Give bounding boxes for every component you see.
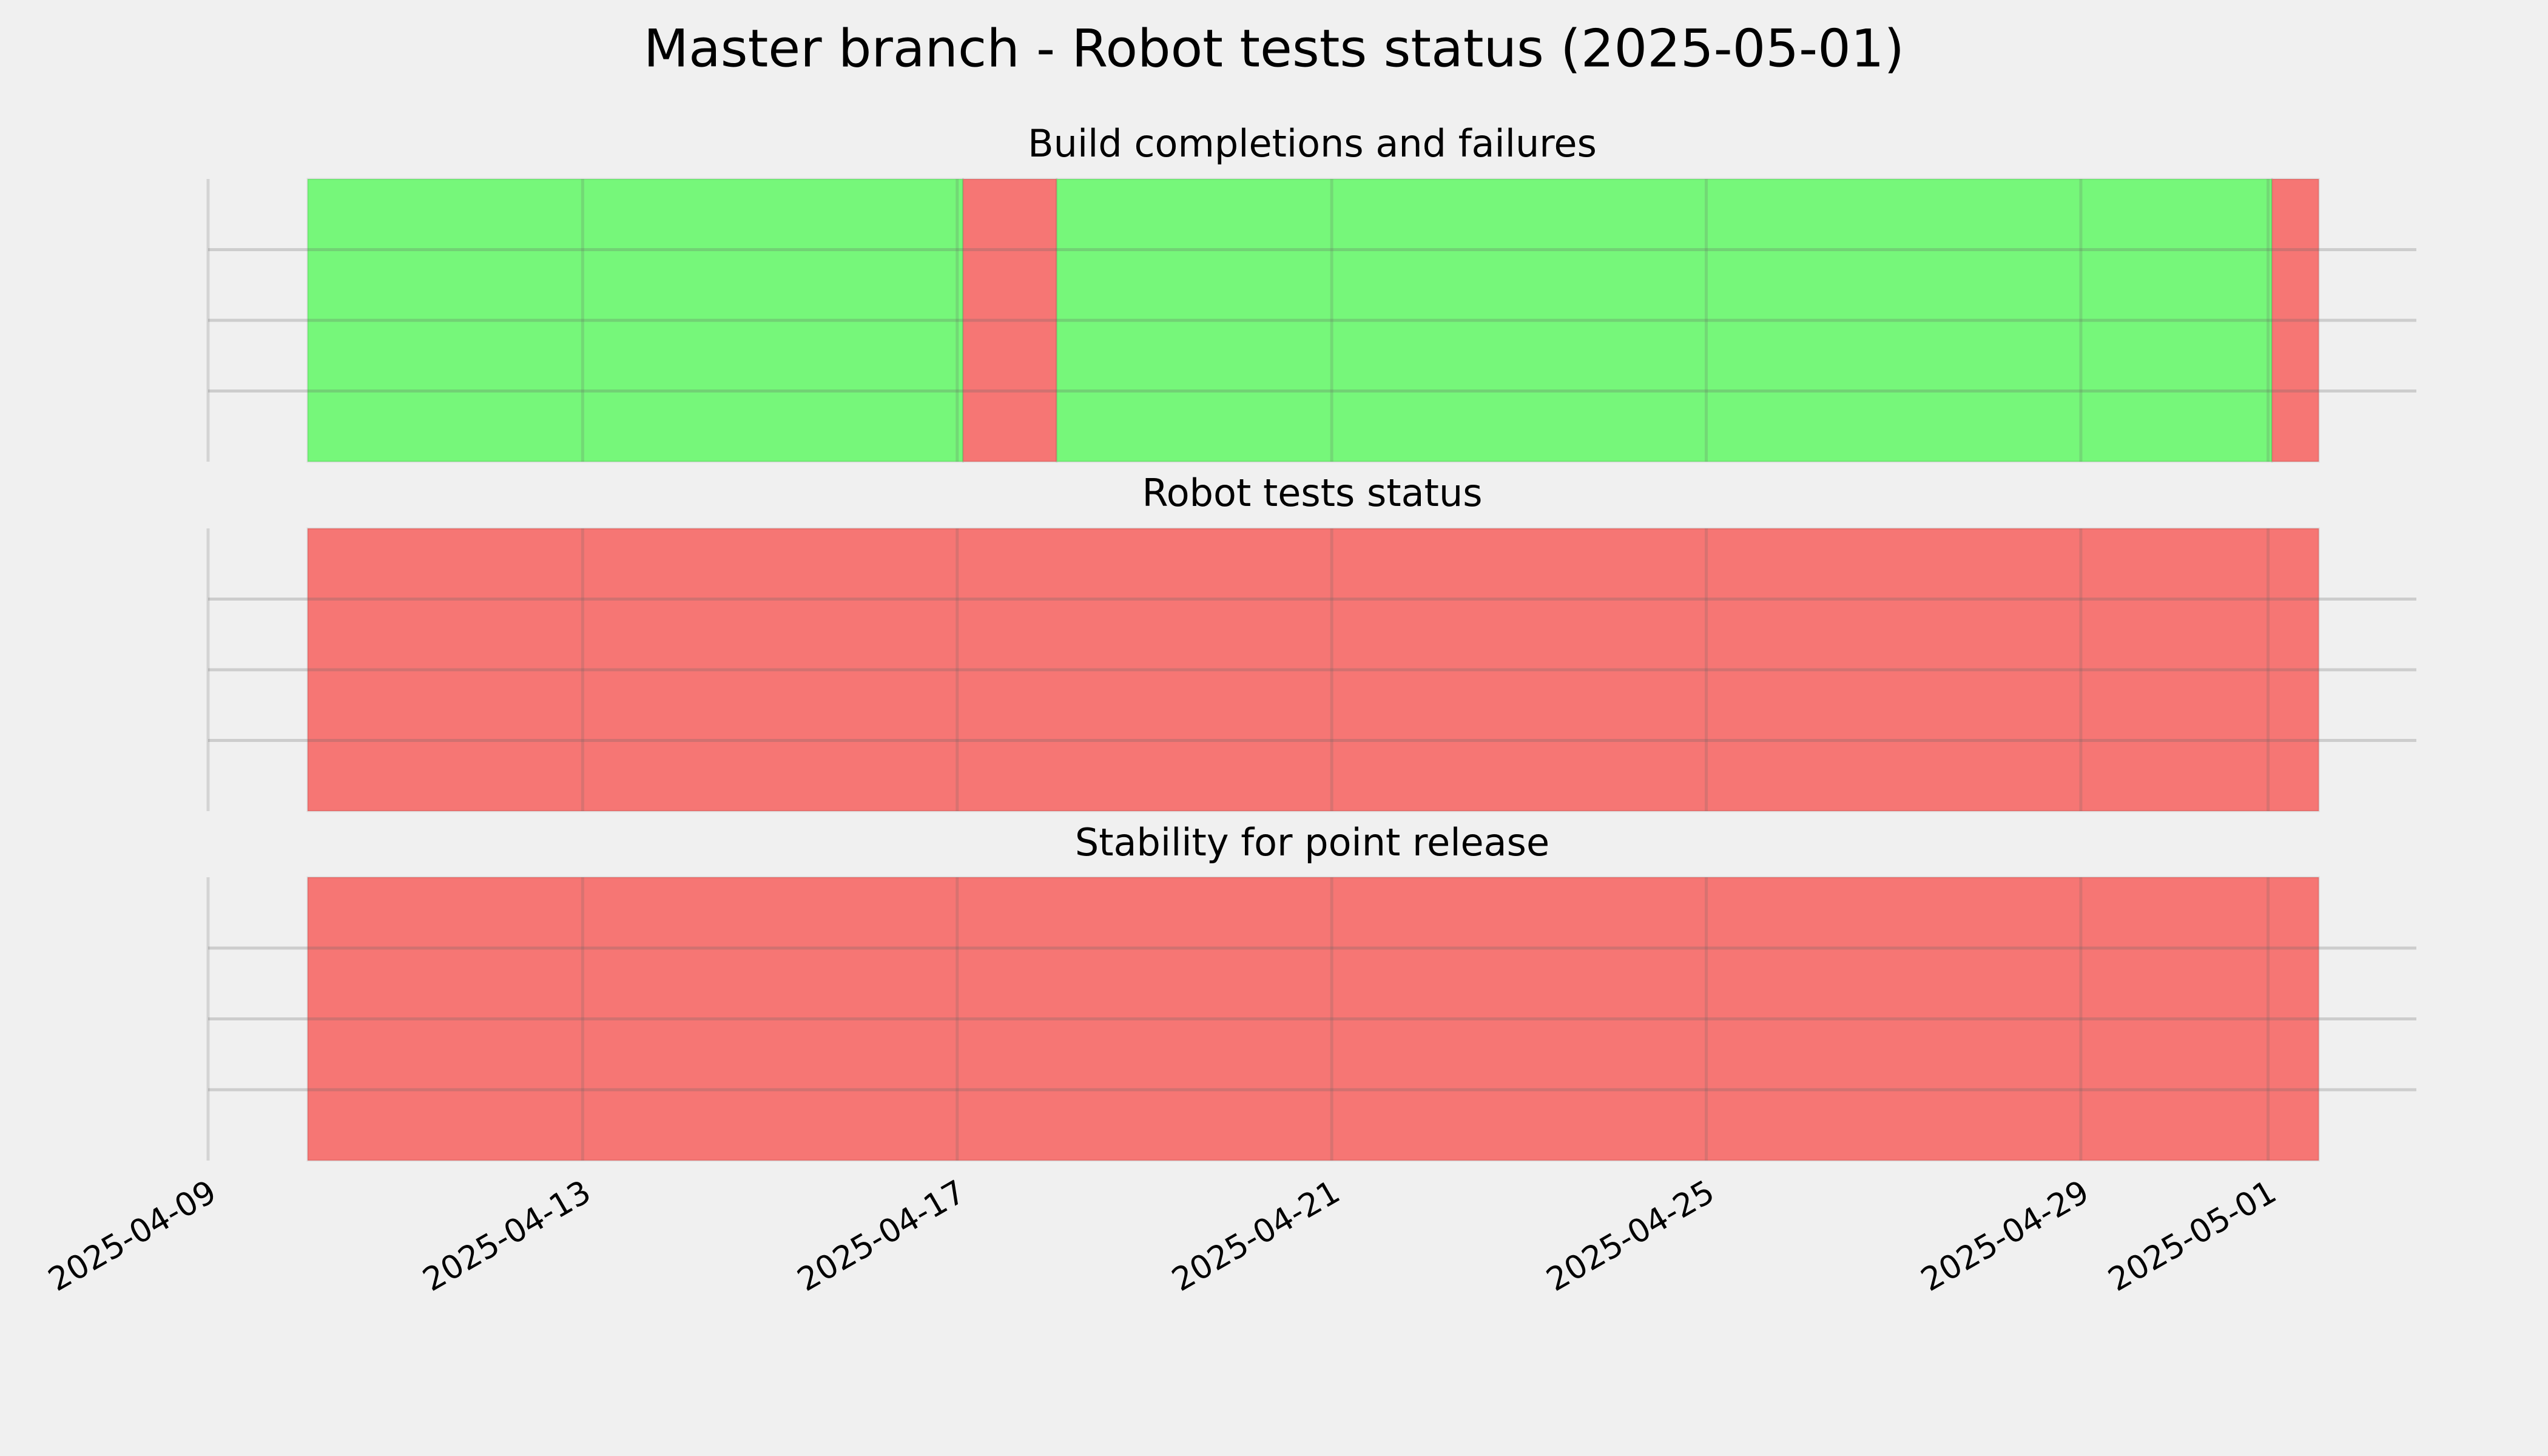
segment [306, 876, 2320, 1162]
segment [2271, 178, 2320, 463]
panel-title: Stability for point release [1075, 820, 1549, 864]
segment [306, 178, 964, 463]
figure-title: Master branch - Robot tests status (2025… [644, 18, 1904, 79]
panel-title: Build completions and failures [1028, 121, 1597, 166]
segment [306, 527, 2320, 812]
segment [962, 178, 1058, 463]
panel-title: Robot tests status [1142, 471, 1482, 515]
segment [1056, 178, 2273, 463]
